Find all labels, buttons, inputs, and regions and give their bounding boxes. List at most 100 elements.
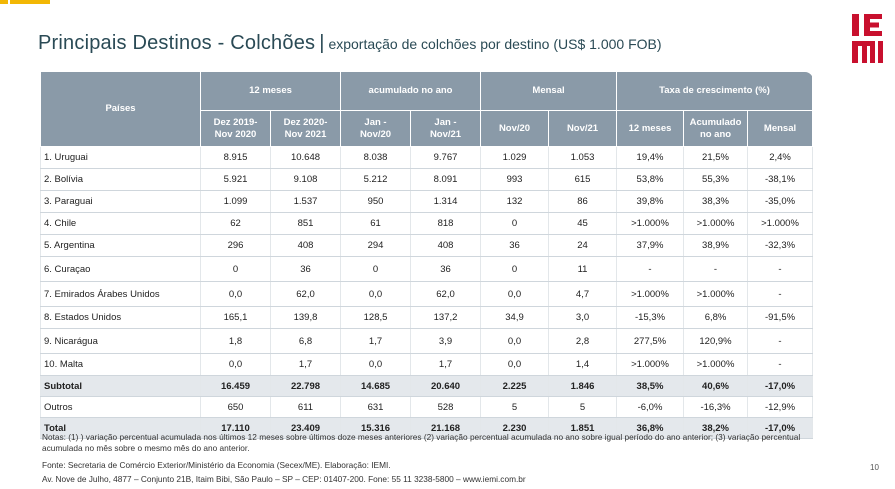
value-cell: 34,9 <box>480 306 550 329</box>
value-cell: - <box>747 256 814 282</box>
value-cell: -17,0% <box>747 417 814 439</box>
value-cell: 38,5% <box>616 375 685 397</box>
value-cell: 165,1 <box>200 306 271 329</box>
value-cell: 86 <box>548 190 618 213</box>
value-cell: 650 <box>200 396 271 418</box>
value-cell: 9.767 <box>410 146 482 169</box>
value-cell: 139,8 <box>270 306 342 329</box>
country-cell: 4. Chile <box>40 212 201 235</box>
value-cell: 128,5 <box>340 306 412 329</box>
footer-address: Av. Nove de Julho, 4877 – Conjunto 21B, … <box>42 474 526 484</box>
value-cell: >1.000% <box>683 212 749 235</box>
value-cell: 132 <box>480 190 550 213</box>
header-group: acumulado no ano <box>340 71 482 111</box>
value-cell: 22.798 <box>270 375 342 397</box>
value-cell: 8.915 <box>200 146 271 169</box>
value-cell: 2.225 <box>480 375 550 397</box>
value-cell: 950 <box>340 190 412 213</box>
value-cell: 23.409 <box>270 417 342 439</box>
value-cell: 8.038 <box>340 146 412 169</box>
value-cell: - <box>747 328 814 354</box>
column-header: 12 meses <box>616 110 685 147</box>
header-group: Mensal <box>480 71 618 111</box>
value-cell: 39,8% <box>616 190 685 213</box>
value-cell: 0,0 <box>480 281 550 307</box>
others-row: Outros 650 611 631 528 5 5 -6,0% -16,3% -12,9% <box>40 396 814 418</box>
value-cell: -91,5% <box>747 306 814 329</box>
value-cell: - <box>747 353 814 376</box>
table-row: 2. Bolívia 5.921 9.108 5.212 8.091 993 615 53,8… <box>40 168 814 191</box>
value-cell: 2.230 <box>480 417 550 439</box>
value-cell: 1,8 <box>200 328 271 354</box>
value-cell: 137,2 <box>410 306 482 329</box>
value-cell: 40,6% <box>683 375 749 397</box>
table-row: 10. Malta 0,0 1,7 0,0 1,7 0,0 1,4 >1.000% >1.000… <box>40 353 814 376</box>
value-cell: -17,0% <box>747 375 814 397</box>
page-title: Principais Destinos - Colchões | exportaçã… <box>38 32 662 55</box>
value-cell: 55,3% <box>683 168 749 191</box>
value-cell: 631 <box>340 396 412 418</box>
value-cell: 21.168 <box>410 417 482 439</box>
value-cell: 1.537 <box>270 190 342 213</box>
country-cell: 5. Argentina <box>40 234 201 257</box>
value-cell: -12,9% <box>747 396 814 418</box>
value-cell: 20.640 <box>410 375 482 397</box>
value-cell: 851 <box>270 212 342 235</box>
header-countries: Países <box>40 71 201 147</box>
table-notes: Notas: (1) ) variação percentual acumula… <box>42 432 801 453</box>
value-cell: 1,7 <box>270 353 342 376</box>
value-cell: 45 <box>548 212 618 235</box>
value-cell: - <box>747 281 814 307</box>
country-cell: Total <box>40 417 201 439</box>
column-header: Nov/21 <box>548 110 618 147</box>
table-row: 1. Uruguai 8.915 10.648 8.038 9.767 1.029 1.05… <box>40 146 814 169</box>
value-cell: 1,7 <box>340 328 412 354</box>
value-cell: 1.029 <box>480 146 550 169</box>
table-row: 6. Curaçao 0 36 0 36 0 11- - - <box>40 256 814 282</box>
table-row: 4. Chile 62 851 61 818 0 45 >1.000% >1.000% >1.00… <box>40 212 814 235</box>
value-cell: 0,0 <box>340 353 412 376</box>
country-cell: 10. Malta <box>40 353 201 376</box>
value-cell: >1.000% <box>616 353 685 376</box>
value-cell: 17.110 <box>200 417 271 439</box>
value-cell: 10.648 <box>270 146 342 169</box>
value-cell: -16,3% <box>683 396 749 418</box>
title-main: Principais Destinos - Colchões <box>38 32 316 54</box>
iemi-logo <box>852 14 883 63</box>
value-cell: 5 <box>548 396 618 418</box>
value-cell: 993 <box>480 168 550 191</box>
value-cell: 38,2% <box>683 417 749 439</box>
page-number: 10 <box>870 463 879 472</box>
table-row: 5. Argentina 296 408 294 408 36 24 37,9% 38,9% -3… <box>40 234 814 257</box>
country-cell: 7. Emirados Árabes Unidos <box>40 281 201 307</box>
column-header: Jan - Nov/21 <box>410 110 482 147</box>
table-row: 3. Paraguai 1.099 1.537 950 1.314 132 86 39,8% 3… <box>40 190 814 213</box>
value-cell: 0,0 <box>480 328 550 354</box>
value-cell: 408 <box>410 234 482 257</box>
value-cell: 0 <box>340 256 412 282</box>
value-cell: 16.459 <box>200 375 271 397</box>
value-cell: 62,0 <box>410 281 482 307</box>
value-cell: 61 <box>340 212 412 235</box>
value-cell: 6,8% <box>683 306 749 329</box>
value-cell: 0,0 <box>200 281 271 307</box>
value-cell: -6,0% <box>616 396 685 418</box>
value-cell: >1.000% <box>616 212 685 235</box>
value-cell: 9.108 <box>270 168 342 191</box>
value-cell: 611 <box>270 396 342 418</box>
value-cell: 1.099 <box>200 190 271 213</box>
country-cell: 3. Paraguai <box>40 190 201 213</box>
source-text: Fonte: Secretaria de Comércio Exterior/M… <box>42 460 391 470</box>
value-cell: 19,4% <box>616 146 685 169</box>
country-cell: 8. Estados Unidos <box>40 306 201 329</box>
destinations-table: Países 12 meses acumulado no ano Mensal … <box>40 71 814 439</box>
table-row: 8. Estados Unidos 165,1 139,8 128,5 137,2 34,… <box>40 306 814 329</box>
subtotal-row: Subtotal 16.459 22.798 14.685 20.640 2.225 1.8… <box>40 375 814 397</box>
value-cell: 36 <box>410 256 482 282</box>
value-cell: 296 <box>200 234 271 257</box>
value-cell: >1.000% <box>683 281 749 307</box>
country-cell: Subtotal <box>40 375 201 397</box>
value-cell: - <box>683 256 749 282</box>
value-cell: 0,0 <box>340 281 412 307</box>
value-cell: 15.316 <box>340 417 412 439</box>
